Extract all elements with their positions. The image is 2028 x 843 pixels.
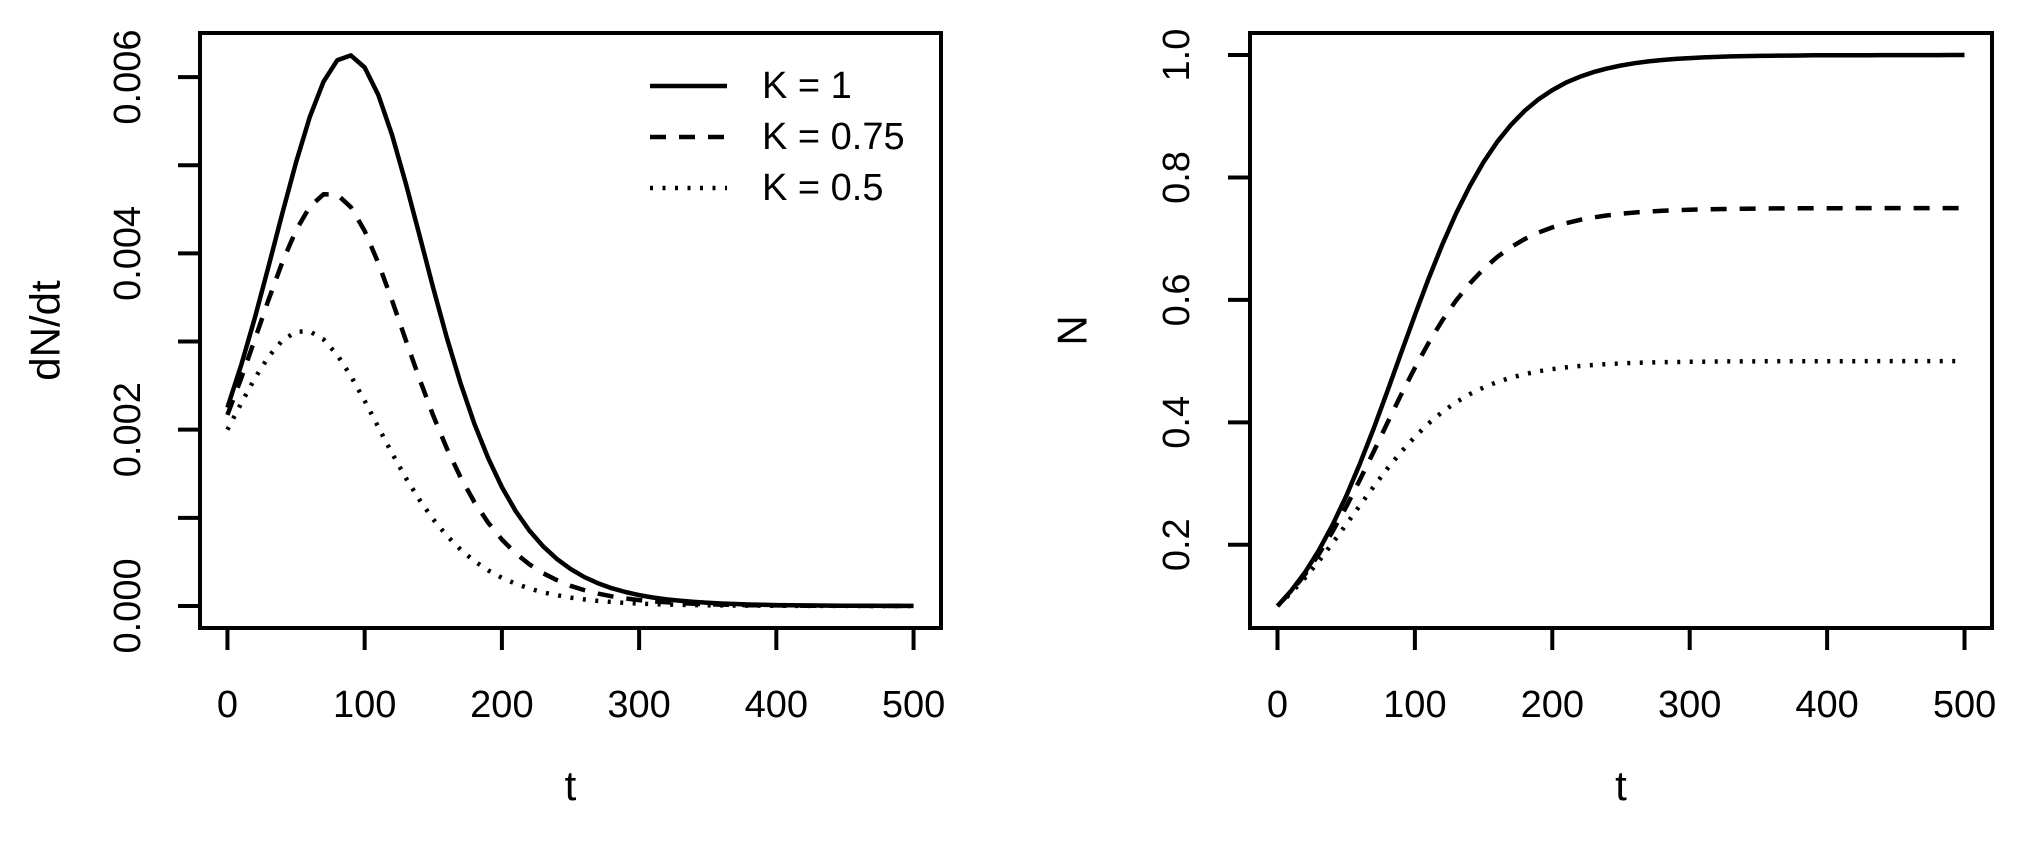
plot-box (198, 31, 943, 630)
x-tick-label: 100 (333, 684, 396, 726)
y-tick-label: 0.8 (1156, 151, 1198, 204)
y-tick-label: 0.002 (107, 382, 149, 477)
dndt-chart: 0 100 200 300 400 500 0.000 0.002 0.004 0.006 t dN/… (22, 30, 946, 809)
series-line-solid (225, 53, 914, 609)
series-line-dotted (1275, 358, 1965, 608)
x-axis-title: t (1615, 762, 1627, 809)
x-tick-label: 500 (1933, 684, 1996, 726)
x-tick-label: 0 (217, 684, 238, 726)
x-tick-label: 500 (882, 684, 945, 726)
x-tick-label: 100 (1383, 684, 1446, 726)
legend-label: K = 0.5 (762, 167, 883, 209)
y-tick-label: 0.6 (1156, 273, 1198, 326)
legend-label: K = 0.75 (762, 116, 905, 158)
x-tick-label: 400 (745, 684, 808, 726)
x-tick-label: 300 (607, 684, 670, 726)
x-tick-label: 200 (1521, 684, 1584, 726)
series-line-solid (1275, 52, 1965, 608)
y-tick-label: 0.006 (107, 30, 149, 125)
x-tick-label: 400 (1795, 684, 1858, 726)
y-tick-label: 0.000 (107, 558, 149, 653)
panel-dndt-vs-t: 0 100 200 300 400 500 0.000 0.002 0.004 0.006 t dN/… (22, 30, 946, 809)
y-tick-label: 0.4 (1156, 396, 1198, 449)
x-tick-label: 0 (1267, 684, 1288, 726)
y-tick-label: 1.0 (1156, 29, 1198, 82)
legend-label: K = 1 (762, 65, 852, 107)
n-chart: 0 100 200 300 400 500 0.2 0.4 0.6 0.8 1.0 t N (1049, 29, 1997, 809)
series-line-dotted (225, 329, 914, 609)
y-tick-label: 0.004 (107, 206, 149, 301)
y-tick-label: 0.2 (1156, 518, 1198, 571)
series-line-dashed (225, 192, 914, 609)
plot-box (1248, 31, 1994, 630)
x-tick-label: 300 (1658, 684, 1721, 726)
panel-n-vs-t: 0 100 200 300 400 500 0.2 0.4 0.6 0.8 1.0 t N (1014, 0, 2028, 843)
x-tick-label: 200 (470, 684, 533, 726)
x-axis-title: t (565, 762, 577, 809)
y-axis-title: dN/dt (22, 280, 69, 381)
y-axis-title: N (1049, 315, 1096, 345)
